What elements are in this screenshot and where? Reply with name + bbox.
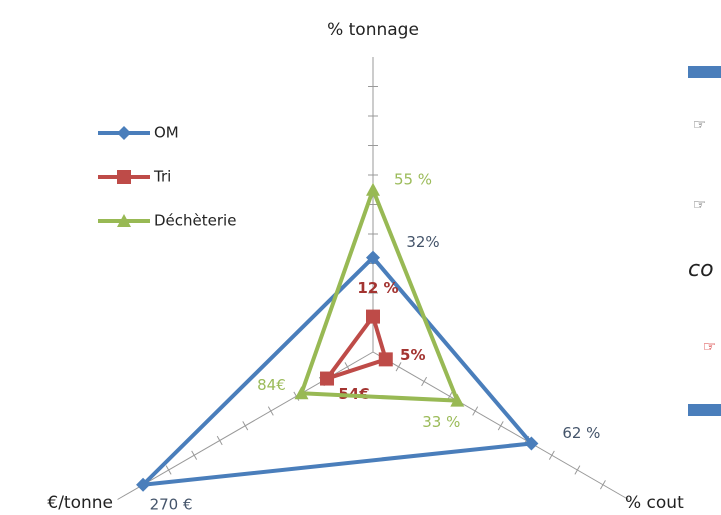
data-label: 32% bbox=[406, 233, 439, 251]
data-point bbox=[294, 386, 309, 400]
legend-label: OM bbox=[154, 124, 179, 142]
series-line bbox=[141, 255, 534, 487]
data-point bbox=[450, 393, 465, 407]
data-label: 55 % bbox=[394, 170, 432, 188]
side-text: co bbox=[688, 257, 714, 282]
legend-marker bbox=[117, 214, 131, 227]
tick-mark bbox=[242, 421, 249, 431]
tick-mark bbox=[165, 465, 172, 475]
data-label: 62 % bbox=[562, 424, 600, 442]
legend-marker bbox=[117, 170, 131, 184]
tick-mark bbox=[599, 480, 606, 490]
data-point bbox=[366, 309, 380, 324]
tick-mark bbox=[472, 406, 479, 416]
data-point bbox=[320, 371, 335, 386]
data-point bbox=[378, 352, 393, 367]
series-line bbox=[325, 314, 388, 381]
side-bar bbox=[688, 404, 721, 416]
tick-mark bbox=[216, 435, 223, 446]
data-point bbox=[366, 182, 380, 196]
side-bullet: ☞ bbox=[703, 338, 716, 356]
data-label: 270 € bbox=[150, 495, 193, 513]
side-bullet: ☞ bbox=[693, 116, 706, 134]
tick-mark bbox=[548, 450, 555, 460]
tick-mark bbox=[395, 362, 402, 372]
data-label: 84€ bbox=[257, 376, 286, 394]
axis-label: €/tonne bbox=[47, 493, 113, 513]
tick-mark bbox=[497, 421, 504, 431]
series-line bbox=[299, 187, 460, 403]
legend-marker bbox=[117, 126, 131, 140]
data-label: 33 % bbox=[422, 413, 460, 431]
tick-mark bbox=[191, 450, 198, 460]
data-point bbox=[136, 477, 151, 492]
data-point bbox=[366, 250, 380, 265]
axis-label: % cout bbox=[625, 493, 684, 513]
side-bullet: ☞ bbox=[693, 196, 706, 214]
legend-label: Déchèterie bbox=[154, 212, 236, 230]
tick-mark bbox=[574, 465, 581, 475]
tick-mark bbox=[267, 406, 274, 416]
tick-mark bbox=[421, 376, 428, 387]
data-point bbox=[524, 436, 539, 451]
data-label: 12 % bbox=[357, 279, 398, 297]
data-label: 5% bbox=[400, 346, 425, 364]
axis-label: % tonnage bbox=[327, 20, 419, 40]
legend-label: Tri bbox=[153, 168, 171, 186]
side-bar bbox=[688, 66, 721, 78]
